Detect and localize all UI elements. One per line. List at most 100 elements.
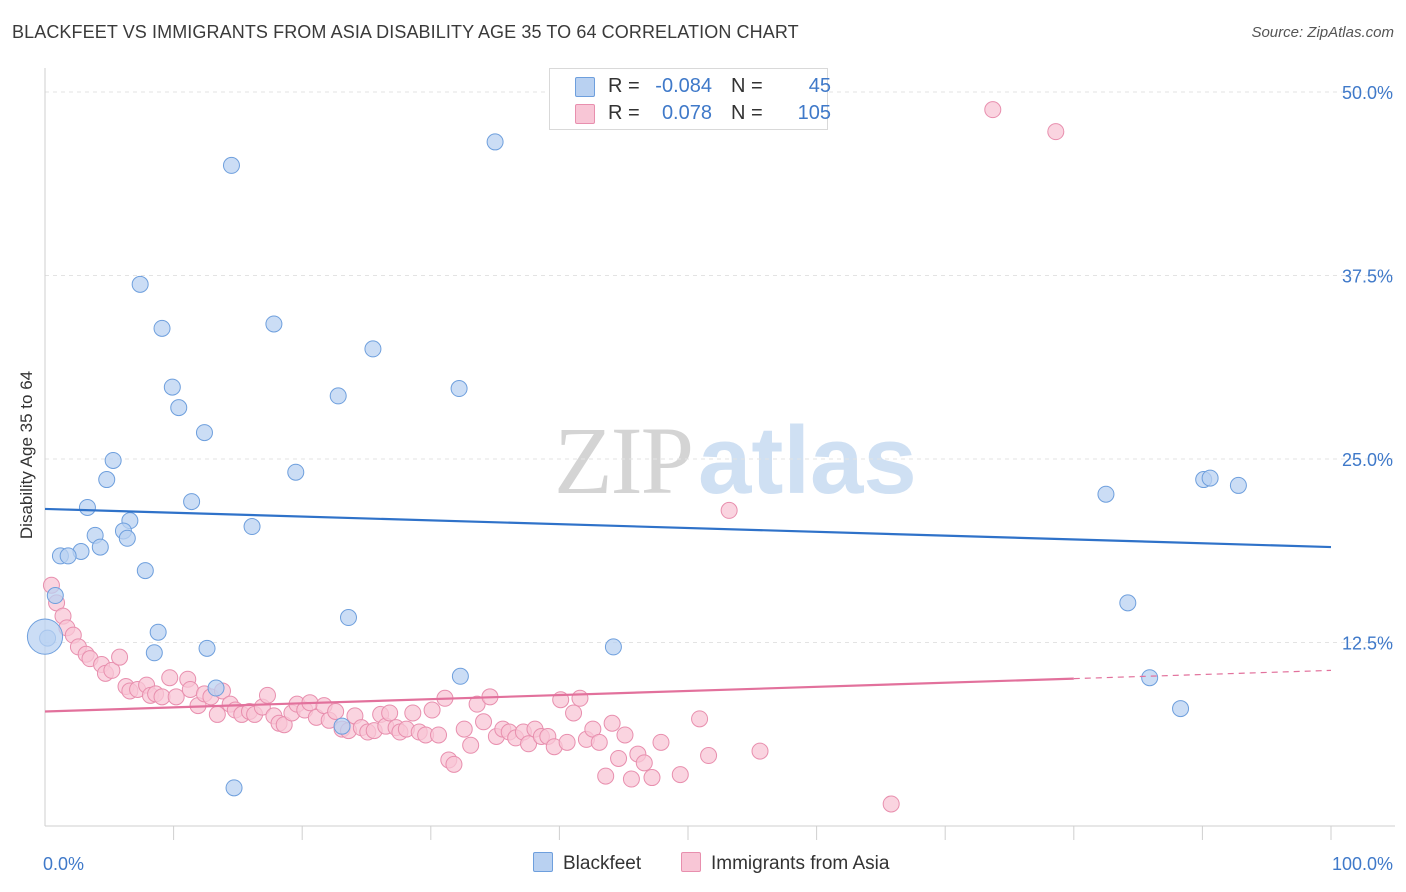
asia-point: [455, 720, 473, 738]
asia-point: [430, 726, 448, 744]
legend-r-value: 0.078: [661, 102, 712, 124]
blackfeet-point: [198, 639, 216, 657]
blackfeet-point: [604, 638, 622, 656]
blackfeet-point: [98, 471, 116, 489]
asia-point: [327, 702, 345, 720]
blackfeet-point: [1172, 700, 1190, 718]
blackfeet-point: [329, 387, 347, 405]
blackfeet-point: [26, 618, 64, 655]
y-tick-label: 12.5%: [1342, 634, 1393, 654]
asia-point: [153, 688, 171, 706]
legend-n-label: N =: [731, 75, 763, 97]
asia-point: [258, 686, 276, 704]
asia-point: [275, 716, 293, 734]
asia-point: [590, 733, 608, 751]
asia-trend-line-extension: [1073, 669, 1332, 680]
asia-point: [475, 713, 493, 731]
source-label: Source: ZipAtlas.com: [1251, 24, 1394, 41]
asia-point: [468, 695, 486, 713]
legend-swatch-asia: [575, 104, 595, 124]
asia-point: [652, 733, 670, 751]
asia-point: [671, 766, 689, 784]
watermark-atlas: atlas: [698, 407, 917, 514]
blackfeet-point: [265, 315, 283, 333]
watermark-zip: ZIP: [554, 407, 694, 514]
blackfeet-point: [1229, 476, 1247, 494]
legend-r-value: -0.084: [655, 75, 712, 97]
blackfeet-point: [1141, 669, 1159, 687]
blackfeet-point: [170, 399, 188, 417]
chart-title: BLACKFEET VS IMMIGRANTS FROM ASIA DISABI…: [12, 22, 799, 42]
blackfeet-point: [451, 667, 469, 685]
tick-labels: 12.5% 25.0% 37.5% 50.0% 0.0% 100.0%: [43, 83, 1393, 874]
legend-n-label: N =: [731, 102, 763, 124]
watermark: ZIPatlas: [554, 405, 917, 516]
asia-point: [751, 742, 769, 760]
blackfeet-point: [1201, 469, 1219, 487]
blackfeet-trend-line: [44, 507, 1332, 549]
asia-point: [597, 767, 615, 785]
asia-point: [603, 714, 621, 732]
legend-box: R = -0.084 N = 45 R = 0.078 N = 105: [549, 68, 831, 130]
blackfeet-point: [243, 518, 261, 536]
y-tick-label: 37.5%: [1342, 267, 1393, 287]
y-tick-label: 50.0%: [1342, 83, 1393, 103]
asia-point: [1047, 123, 1065, 141]
asia-point: [381, 704, 399, 722]
bottom-legend-swatch-asia: [681, 852, 701, 872]
blackfeet-point: [104, 451, 122, 469]
asia-point: [445, 755, 463, 773]
asia-point: [103, 661, 121, 679]
asia-point: [571, 689, 589, 707]
asia-point: [161, 669, 179, 687]
legend-r-label: R =: [608, 102, 640, 124]
blackfeet-point: [91, 538, 109, 556]
blackfeet-point: [59, 547, 77, 565]
blackfeet-point: [78, 498, 96, 516]
blackfeet-point: [46, 587, 64, 605]
y-axis-label: Disability Age 35 to 64: [17, 370, 36, 540]
blackfeet-point: [149, 623, 167, 641]
blackfeet-point: [136, 562, 154, 580]
bottom-legend-asia: Immigrants from Asia: [681, 852, 889, 875]
asia-trend-line: [44, 677, 1074, 713]
legend-r-label: R =: [608, 75, 640, 97]
asia-point: [565, 704, 583, 722]
legend-n-value: 105: [797, 102, 831, 124]
blackfeet-point: [118, 529, 136, 547]
asia-point: [558, 733, 576, 751]
asia-point: [691, 710, 709, 728]
asia-point: [111, 648, 129, 666]
blackfeet-point: [131, 275, 149, 293]
bottom-legend-blackfeet: Blackfeet: [533, 852, 641, 875]
asia-point: [622, 770, 640, 788]
y-tick-label: 25.0%: [1342, 450, 1393, 470]
bottom-legend-label-blackfeet: Blackfeet: [563, 853, 642, 874]
bottom-legend-swatch-blackfeet: [533, 852, 553, 872]
blackfeet-point: [1097, 485, 1115, 503]
blackfeet-point: [207, 679, 225, 697]
grid-lines: [45, 91, 1395, 644]
series-asia-points: [42, 101, 1065, 813]
asia-point: [520, 735, 538, 753]
blackfeet-point: [163, 378, 181, 396]
series-blackfeet-points: [26, 133, 1247, 797]
x-tick-label: 0.0%: [43, 854, 84, 874]
asia-point: [643, 769, 661, 787]
blackfeet-point: [287, 463, 305, 481]
asia-point: [635, 754, 653, 772]
blackfeet-point: [195, 424, 213, 442]
asia-point: [700, 747, 718, 765]
blackfeet-point: [1119, 594, 1137, 612]
asia-point: [984, 101, 1002, 119]
blackfeet-point: [450, 380, 468, 398]
asia-point: [423, 701, 441, 719]
asia-point: [167, 688, 185, 706]
asia-point: [181, 680, 199, 698]
blackfeet-point: [364, 340, 382, 358]
asia-point: [720, 501, 738, 519]
blackfeet-point: [486, 133, 504, 151]
blackfeet-point: [153, 319, 171, 337]
asia-point: [462, 736, 480, 754]
